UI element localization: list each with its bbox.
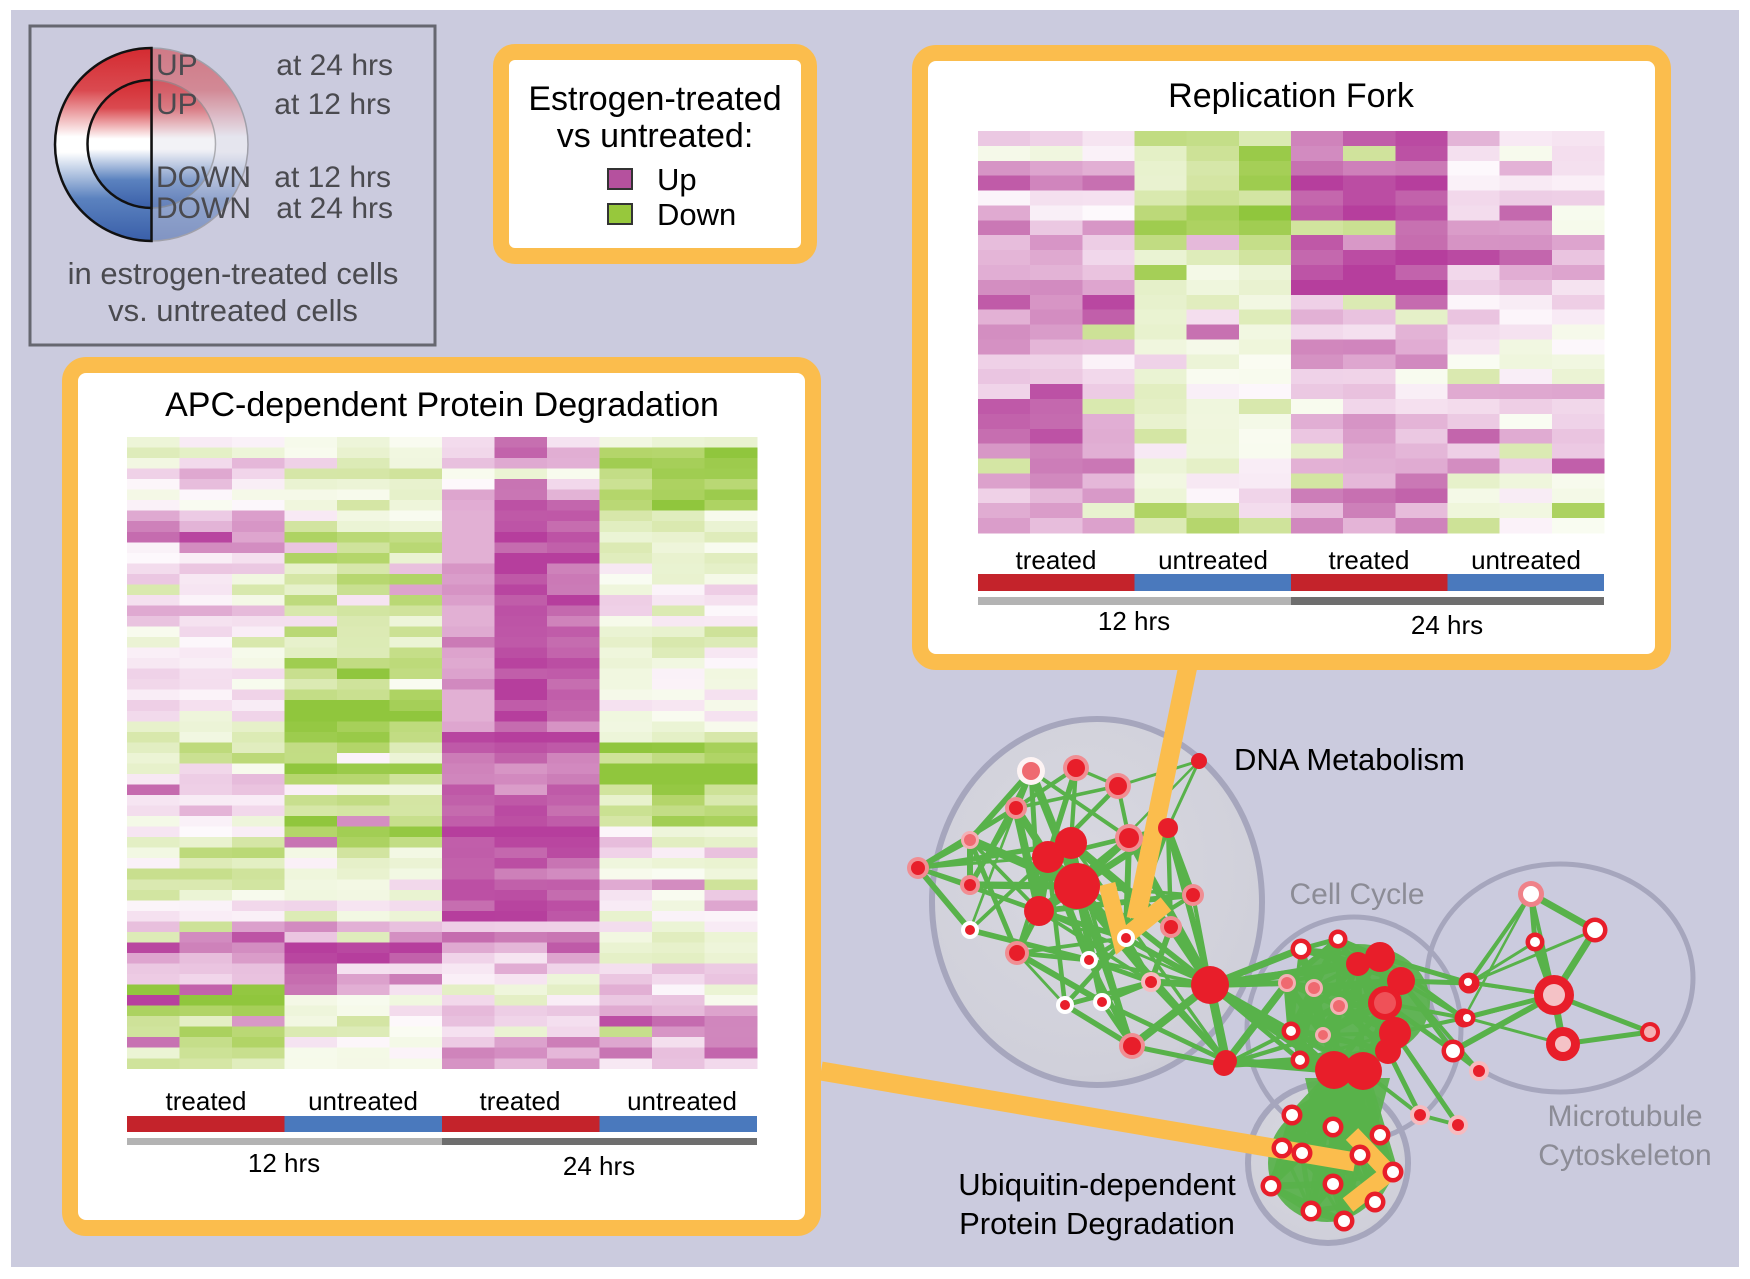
svg-text:treated: treated (166, 1086, 247, 1116)
svg-text:UP: UP (156, 49, 198, 82)
svg-text:treated: treated (1016, 545, 1097, 575)
svg-text:Protein Degradation: Protein Degradation (959, 1206, 1235, 1241)
svg-text:Down: Down (657, 197, 736, 232)
svg-text:DOWN: DOWN (156, 192, 251, 225)
svg-text:Cytoskeleton: Cytoskeleton (1538, 1139, 1711, 1172)
svg-text:12 hrs: 12 hrs (1098, 606, 1170, 636)
svg-text:untreated: untreated (1158, 545, 1268, 575)
svg-text:in estrogen-treated cells: in estrogen-treated cells (68, 256, 399, 291)
svg-text:Microtubule: Microtubule (1547, 1100, 1702, 1133)
svg-text:Up: Up (657, 162, 697, 197)
svg-text:Replication Fork: Replication Fork (1168, 77, 1415, 115)
svg-text:untreated: untreated (1471, 545, 1581, 575)
svg-text:DOWN: DOWN (156, 161, 251, 194)
svg-text:at 12 hrs: at 12 hrs (274, 88, 391, 121)
svg-text:treated: treated (1329, 545, 1410, 575)
svg-text:vs. untreated cells: vs. untreated cells (108, 293, 358, 328)
svg-text:24 hrs: 24 hrs (563, 1151, 635, 1181)
svg-text:DNA Metabolism: DNA Metabolism (1234, 742, 1465, 777)
svg-text:vs untreated:: vs untreated: (557, 117, 754, 155)
svg-text:untreated: untreated (308, 1086, 418, 1116)
svg-text:untreated: untreated (627, 1086, 737, 1116)
svg-text:Cell Cycle: Cell Cycle (1289, 878, 1424, 911)
svg-text:24 hrs: 24 hrs (1411, 610, 1483, 640)
svg-text:treated: treated (480, 1086, 561, 1116)
svg-text:at 12 hrs: at 12 hrs (274, 161, 391, 194)
svg-text:12 hrs: 12 hrs (248, 1148, 320, 1178)
svg-text:at 24 hrs: at 24 hrs (276, 192, 393, 225)
svg-text:Ubiquitin-dependent: Ubiquitin-dependent (958, 1167, 1236, 1202)
svg-text:Estrogen-treated: Estrogen-treated (528, 80, 781, 118)
svg-text:UP: UP (156, 88, 198, 121)
svg-text:APC-dependent Protein Degradat: APC-dependent Protein Degradation (165, 386, 719, 424)
svg-text:at 24 hrs: at 24 hrs (276, 49, 393, 82)
